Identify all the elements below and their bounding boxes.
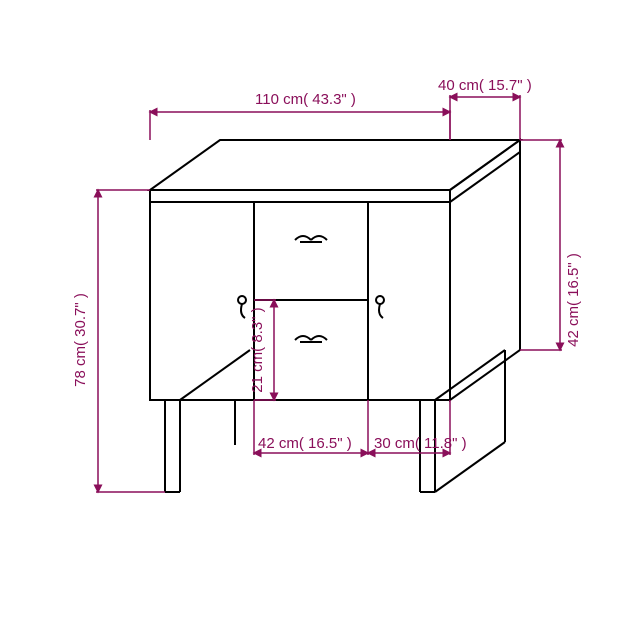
dim-width-right-b: 30 cm( 11.8" ): [374, 435, 467, 452]
drawer-handle-top: [295, 236, 327, 242]
right-door-knob: [376, 296, 384, 318]
dim-width-top: 110 cm( 43.3" ): [255, 91, 356, 108]
dim-depth-top: 40 cm( 15.7" ): [438, 77, 532, 94]
drawer-handle-bottom: [295, 336, 327, 342]
dim-height-right: 42 cm( 16.5" ): [565, 253, 582, 347]
dim-drawer-h: 21 cm( 8.3" ): [249, 307, 266, 392]
left-door-knob: [238, 296, 246, 318]
dim-height-left: 78 cm( 30.7" ): [72, 293, 89, 387]
dimension-diagram: 110 cm( 43.3" ) 40 cm( 15.7" ) 78 cm( 30…: [0, 0, 620, 620]
dim-width-mid: 42 cm( 16.5" ): [258, 435, 352, 452]
